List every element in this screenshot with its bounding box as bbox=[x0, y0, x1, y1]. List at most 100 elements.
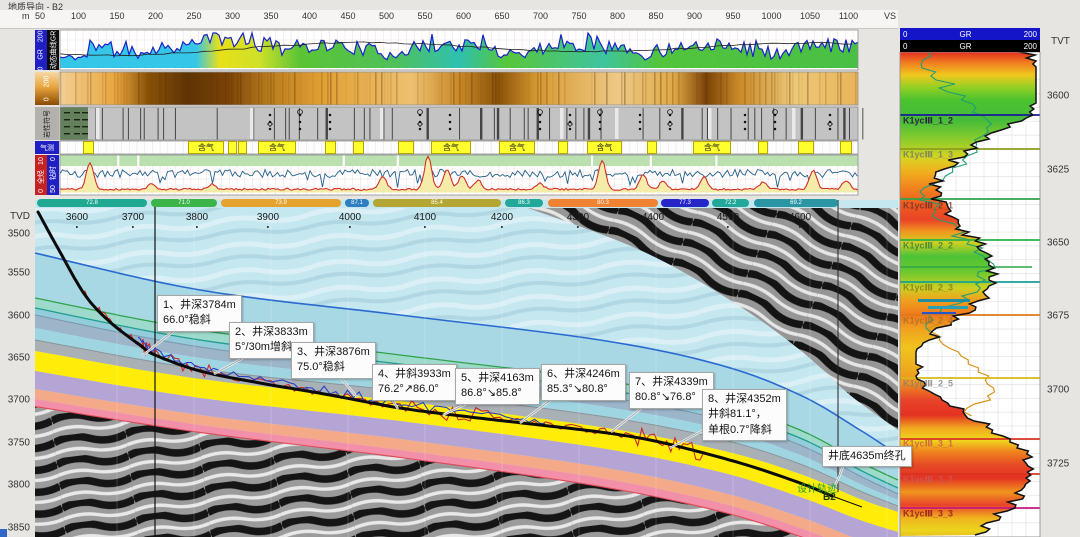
segment-capsule: 73.9 bbox=[221, 199, 341, 207]
ruler-label: 150 bbox=[109, 11, 125, 21]
gas-interp-track-label: 气测 bbox=[35, 141, 59, 154]
tvd-tick: 3500 bbox=[7, 228, 30, 240]
tvt-tick: 3650 bbox=[1047, 237, 1070, 249]
gas-show-box bbox=[798, 141, 814, 154]
ruler-label: 400 bbox=[301, 11, 318, 21]
md-label: 4500 bbox=[717, 212, 739, 228]
tvd-tick: 3800 bbox=[7, 479, 30, 491]
segment-capsule: 69.2 bbox=[754, 199, 838, 207]
gr-dynamic-curve-label: 动态曲线GR bbox=[47, 30, 59, 70]
tvd-tick: 3600 bbox=[7, 310, 30, 322]
ruler-label: 800 bbox=[609, 11, 626, 21]
gas-show-box bbox=[398, 141, 414, 154]
gas-show-box bbox=[758, 141, 768, 154]
gas-show-box bbox=[325, 141, 336, 154]
md-label: 4100 bbox=[414, 212, 436, 228]
ruler-label: 1100 bbox=[838, 11, 859, 21]
annotation-box[interactable]: 井底4635m终孔 bbox=[822, 446, 912, 468]
tvd-axis-label: TVD bbox=[10, 211, 30, 222]
right-panel-gr-header-black: 0 GR 200 bbox=[900, 40, 1040, 52]
gas-show-box: 含气 bbox=[431, 141, 471, 154]
lithology-track-label: 岩性符号 bbox=[35, 107, 59, 140]
formation-label: K1ycⅢ_1_3 bbox=[903, 149, 954, 160]
tvt-log-canvas[interactable] bbox=[899, 51, 1041, 537]
gas-show-box bbox=[647, 141, 657, 154]
ruler-label: 250 bbox=[186, 11, 202, 21]
annotation-box[interactable]: 2、井深3833m 5°/30m增斜 bbox=[229, 322, 314, 359]
annotation-box[interactable]: 6、井深4246m 85.3°↘80.8° bbox=[541, 364, 626, 401]
tvt-tick: 3675 bbox=[1047, 310, 1070, 322]
gas-show-box: 含气 bbox=[188, 141, 224, 154]
gr-colormap-scale: 0 200 bbox=[35, 72, 59, 105]
formation-label: K1ycⅢ_2_5 bbox=[903, 378, 954, 389]
tvt-axis-label: TVT bbox=[1051, 36, 1070, 47]
ruler-unit-label: m bbox=[22, 11, 30, 21]
ruler-vs-label: VS bbox=[884, 11, 897, 21]
ruler-label: 300 bbox=[224, 11, 241, 21]
segment-capsule: 86.3 bbox=[505, 199, 543, 207]
annotation-leaders bbox=[141, 329, 845, 490]
gas-show-box bbox=[353, 141, 364, 154]
total-hydrocarbon-scale: 0 全烃 10 bbox=[35, 155, 47, 195]
md-label: 4000 bbox=[339, 212, 361, 228]
ruler-label: 500 bbox=[378, 11, 395, 21]
segment-capsule: 77.3 bbox=[661, 199, 709, 207]
ruler-label: 100 bbox=[70, 11, 87, 21]
tvd-tick: 3650 bbox=[7, 352, 30, 364]
tvt-tick: 3725 bbox=[1047, 458, 1070, 470]
formation-label: K1ycⅢ_1_2 bbox=[903, 115, 954, 126]
segment-capsule: 80.3 bbox=[548, 199, 658, 207]
annotation-box[interactable]: 8、井深4352m 井斜81.1°， 单根0.7°降斜 bbox=[702, 389, 787, 442]
ruler-label: 200 bbox=[147, 11, 164, 21]
ruler-label: 1000 bbox=[761, 11, 782, 21]
md-label: 3700 bbox=[122, 212, 144, 228]
ruler-label: 550 bbox=[417, 11, 433, 21]
ruler-label: 700 bbox=[532, 11, 549, 21]
annotation-box[interactable]: 1、井深3784m 66.0°稳斜 bbox=[157, 295, 242, 332]
ruler-label: 600 bbox=[455, 11, 472, 21]
tvd-tick: 3750 bbox=[7, 437, 30, 449]
drilling-time-scale: 50 钻时 0 bbox=[47, 155, 59, 195]
gas-show-box bbox=[228, 141, 237, 154]
ruler-label: 950 bbox=[725, 11, 741, 21]
ruler-label: 50 bbox=[34, 11, 45, 21]
formation-label: K1ycⅢ_3_1 bbox=[903, 438, 954, 449]
annotation-box[interactable]: 7、井深4339m 80.8°↘76.8° bbox=[629, 372, 714, 409]
log-tracks-canvas[interactable] bbox=[59, 29, 864, 196]
gas-show-box bbox=[558, 141, 568, 154]
segment-capsule: 72.2 bbox=[712, 199, 749, 207]
formation-label: K1ycⅢ_2_1 bbox=[903, 200, 954, 211]
formation-label: K1ycⅢ_2_4 bbox=[903, 315, 954, 326]
tvd-tick: 3550 bbox=[7, 267, 30, 279]
tvt-tick: 3700 bbox=[1047, 384, 1070, 396]
gas-show-box bbox=[83, 141, 94, 154]
annotation-box[interactable]: 4、井斜3933m 76.2°↗86.0° bbox=[372, 364, 457, 401]
tvt-tick: 3600 bbox=[1047, 90, 1070, 102]
tvd-tick: 3850 bbox=[7, 522, 30, 534]
md-label: 4400 bbox=[642, 212, 664, 228]
md-label: 3900 bbox=[257, 212, 279, 228]
segment-capsule: 71.0 bbox=[151, 199, 217, 207]
design-trajectory-label: 设计轨迹 bbox=[797, 484, 837, 495]
tvt-tick: 3625 bbox=[1047, 164, 1070, 176]
gas-show-box bbox=[238, 141, 247, 154]
window-corner-accent bbox=[0, 529, 7, 537]
annotation-box[interactable]: 3、井深3876m 75.0°稳斜 bbox=[291, 342, 376, 379]
annotation-box[interactable]: 5、井深4163m 86.8°↘85.8° bbox=[455, 368, 540, 405]
ruler-label: 650 bbox=[494, 11, 510, 21]
ruler-label: 850 bbox=[648, 11, 664, 21]
well-name-label: B2 bbox=[823, 492, 836, 503]
ruler-label: 750 bbox=[571, 11, 587, 21]
formation-label: K1ycⅢ_2_2 bbox=[903, 240, 954, 251]
gas-show-box: 含气 bbox=[258, 141, 296, 154]
gas-show-box bbox=[840, 141, 852, 154]
ruler-label: 900 bbox=[686, 11, 703, 21]
ruler-label: 450 bbox=[340, 11, 356, 21]
right-panel-gr-header-blue: 0 GR 200 bbox=[900, 28, 1040, 40]
horizontal-ruler bbox=[0, 10, 898, 29]
formation-label: K1ycⅢ_3_2 bbox=[903, 474, 954, 485]
segment-capsule: 72.8 bbox=[37, 199, 147, 207]
segment-capsule: 87.1 bbox=[345, 199, 369, 207]
segment-capsule: 85.4 bbox=[373, 199, 501, 207]
